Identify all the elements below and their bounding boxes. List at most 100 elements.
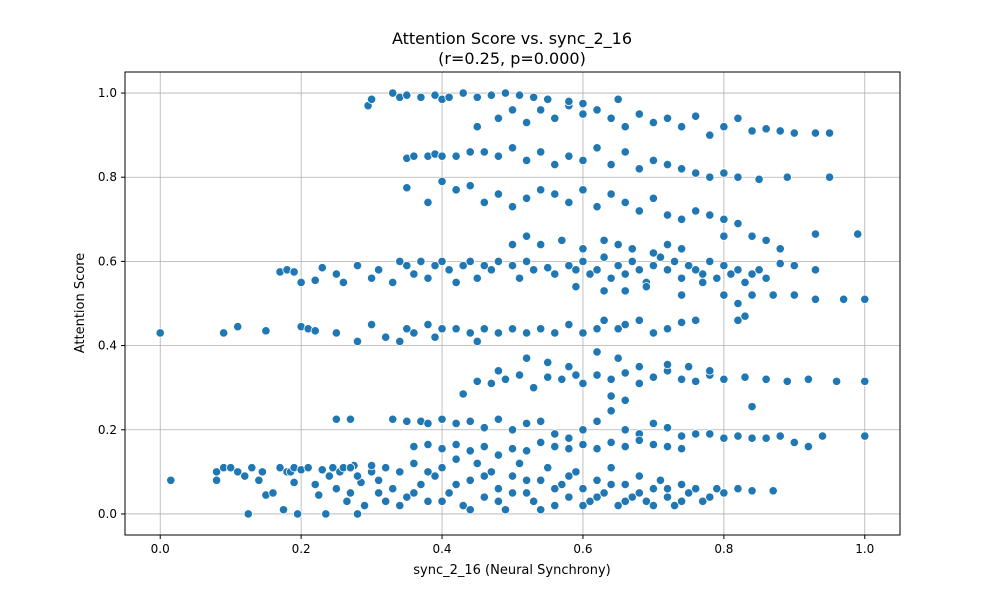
scatter-point — [676, 122, 687, 132]
scatter-point — [451, 439, 461, 450]
scatter-point — [676, 164, 687, 174]
scatter-point — [592, 324, 602, 334]
scatter-point — [578, 244, 588, 254]
scatter-point — [437, 151, 447, 161]
scatter-point — [719, 122, 729, 132]
scatter-point — [359, 500, 370, 511]
scatter-point — [521, 193, 532, 203]
x-tick-label: 0.4 — [432, 542, 451, 556]
scatter-point — [578, 98, 588, 109]
scatter-point — [747, 269, 757, 279]
scatter-point — [521, 231, 532, 241]
scatter-point — [691, 315, 701, 325]
scatter-point — [662, 265, 673, 275]
scatter-point — [366, 94, 377, 104]
scatter-point — [493, 328, 504, 338]
scatter-point — [557, 235, 567, 245]
scatter-point — [592, 370, 602, 380]
scatter-point — [691, 111, 701, 121]
scatter-point — [451, 454, 461, 464]
scatter-point — [507, 239, 518, 250]
scatter-point — [676, 290, 687, 300]
scatter-point — [719, 488, 729, 498]
scatter-point — [254, 475, 264, 485]
scatter-point — [507, 105, 518, 115]
scatter-point — [381, 496, 391, 506]
scatter-point — [860, 431, 870, 441]
scatter-point — [613, 324, 623, 334]
scatter-point — [578, 500, 588, 511]
scatter-point — [507, 261, 518, 271]
scatter-point — [684, 488, 694, 498]
scatter-point — [388, 277, 398, 288]
scatter-point — [507, 425, 518, 435]
scatter-point — [676, 479, 687, 490]
scatter-point — [321, 509, 331, 519]
scatter-point — [571, 370, 581, 380]
scatter-point — [557, 479, 567, 490]
scatter-point — [599, 315, 609, 325]
scatter-point — [592, 347, 602, 357]
scatter-point — [860, 294, 870, 304]
scatter-point — [465, 256, 475, 267]
scatter-point — [493, 189, 504, 199]
scatter-point — [761, 124, 771, 134]
scatter-point — [465, 181, 475, 191]
scatter-point — [521, 328, 532, 338]
scatter-point — [289, 477, 299, 487]
scatter-point — [620, 425, 630, 435]
scatter-point — [486, 265, 496, 275]
scatter-point — [233, 467, 243, 477]
scatter-point — [578, 109, 588, 119]
scatter-point — [571, 265, 581, 275]
scatter-point — [381, 463, 391, 473]
scatter-point — [529, 496, 539, 506]
scatter-point — [719, 290, 729, 300]
scatter-point — [437, 414, 447, 424]
scatter-point — [465, 328, 475, 338]
scatter-point — [768, 486, 778, 496]
scatter-point — [458, 500, 468, 511]
scatter-point — [775, 258, 785, 269]
scatter-point — [536, 147, 546, 157]
scatter-point — [564, 492, 574, 502]
scatter-point — [719, 168, 729, 178]
scatter-point — [493, 113, 504, 123]
chart-title: Attention Score vs. sync_2_16 — [392, 29, 632, 49]
scatter-point — [662, 442, 673, 452]
scatter-point — [571, 282, 581, 292]
scatter-point — [803, 442, 814, 452]
scatter-point — [641, 496, 651, 506]
scatter-point — [479, 471, 489, 481]
scatter-point — [662, 324, 673, 334]
scatter-point — [733, 218, 743, 229]
scatter-point — [662, 423, 673, 433]
scatter-point — [465, 147, 475, 157]
scatter-point — [606, 374, 616, 384]
scatter-point — [409, 151, 419, 161]
scatter-point — [423, 319, 433, 330]
scatter-point — [430, 471, 440, 481]
scatter-point — [620, 269, 630, 279]
scatter-point — [662, 359, 673, 370]
scatter-point — [705, 492, 715, 502]
scatter-point — [550, 328, 560, 338]
scatter-point — [705, 366, 715, 376]
scatter-point — [789, 261, 799, 271]
scatter-point — [211, 475, 222, 485]
scatter-point — [472, 92, 482, 102]
scatter-point — [409, 488, 419, 498]
scatter-point — [599, 488, 609, 498]
scatter-point — [521, 488, 532, 498]
scatter-point — [416, 92, 426, 102]
scatter-point — [402, 324, 412, 334]
scatter-point — [423, 418, 433, 429]
scatter-point — [331, 269, 341, 279]
scatter-point — [331, 414, 341, 424]
scatter-point — [479, 197, 489, 208]
scatter-point — [514, 458, 525, 469]
scatter-point — [669, 500, 680, 511]
scatter-point — [514, 370, 525, 380]
scatter-point — [719, 433, 729, 443]
scatter-point — [860, 376, 870, 386]
